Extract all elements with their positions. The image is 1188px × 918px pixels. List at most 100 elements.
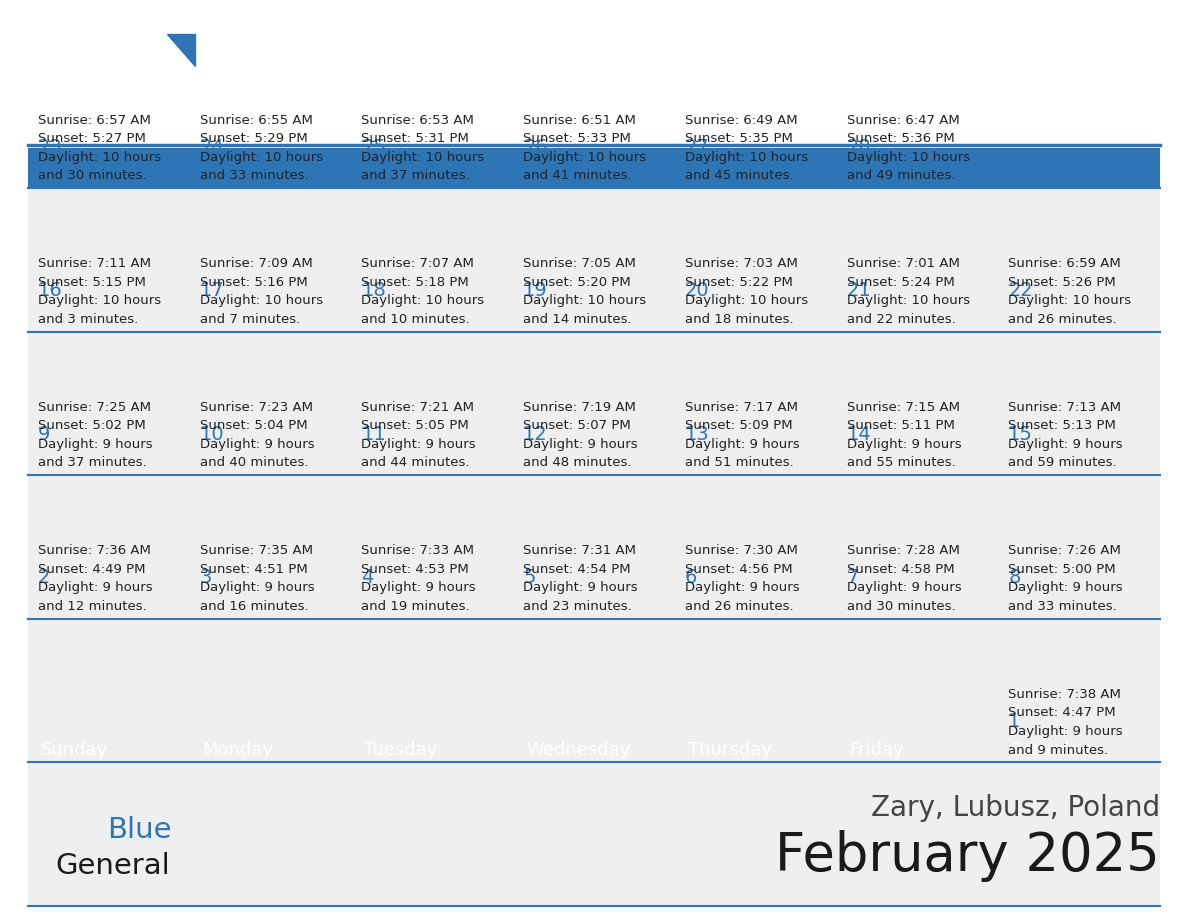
Text: 18: 18: [361, 281, 386, 300]
Text: 20: 20: [684, 281, 709, 300]
Text: 11: 11: [361, 425, 386, 443]
Text: 10: 10: [200, 425, 225, 443]
Text: Sunrise: 7:38 AM
Sunset: 4:47 PM
Daylight: 9 hours
and 9 minutes.: Sunrise: 7:38 AM Sunset: 4:47 PM Dayligh…: [1009, 688, 1123, 756]
Bar: [513, 188, 675, 331]
Text: 25: 25: [361, 138, 386, 157]
Bar: [998, 331, 1159, 476]
Text: 13: 13: [684, 425, 709, 443]
Bar: [836, 619, 998, 763]
Bar: [836, 331, 998, 476]
Text: 7: 7: [847, 568, 859, 588]
Text: 17: 17: [200, 281, 225, 300]
Text: Sunrise: 7:33 AM
Sunset: 4:53 PM
Daylight: 9 hours
and 19 minutes.: Sunrise: 7:33 AM Sunset: 4:53 PM Dayligh…: [361, 544, 476, 613]
Bar: [352, 331, 513, 476]
Text: Sunrise: 7:25 AM
Sunset: 5:02 PM
Daylight: 9 hours
and 37 minutes.: Sunrise: 7:25 AM Sunset: 5:02 PM Dayligh…: [38, 401, 152, 469]
Bar: [513, 619, 675, 763]
Text: Blue: Blue: [107, 816, 171, 844]
Bar: [190, 619, 352, 763]
Text: Wednesday: Wednesday: [526, 741, 631, 759]
Text: Sunrise: 7:07 AM
Sunset: 5:18 PM
Daylight: 10 hours
and 10 minutes.: Sunrise: 7:07 AM Sunset: 5:18 PM Dayligh…: [361, 257, 485, 326]
Text: 19: 19: [523, 281, 548, 300]
Text: 15: 15: [1009, 425, 1034, 443]
Bar: [836, 476, 998, 619]
Text: Sunrise: 7:23 AM
Sunset: 5:04 PM
Daylight: 9 hours
and 40 minutes.: Sunrise: 7:23 AM Sunset: 5:04 PM Dayligh…: [200, 401, 315, 469]
Text: Sunrise: 7:01 AM
Sunset: 5:24 PM
Daylight: 10 hours
and 22 minutes.: Sunrise: 7:01 AM Sunset: 5:24 PM Dayligh…: [847, 257, 969, 326]
Bar: [675, 619, 836, 763]
Bar: [29, 188, 190, 331]
Text: 23: 23: [38, 138, 63, 157]
Text: 22: 22: [1009, 281, 1034, 300]
Text: Sunrise: 6:59 AM
Sunset: 5:26 PM
Daylight: 10 hours
and 26 minutes.: Sunrise: 6:59 AM Sunset: 5:26 PM Dayligh…: [1009, 257, 1131, 326]
Text: 27: 27: [684, 138, 709, 157]
Text: Sunday: Sunday: [40, 741, 108, 759]
Text: Zary, Lubusz, Poland: Zary, Lubusz, Poland: [871, 794, 1159, 822]
Text: Tuesday: Tuesday: [365, 741, 437, 759]
Text: Sunrise: 7:03 AM
Sunset: 5:22 PM
Daylight: 10 hours
and 18 minutes.: Sunrise: 7:03 AM Sunset: 5:22 PM Dayligh…: [684, 257, 808, 326]
Text: 26: 26: [523, 138, 548, 157]
Text: Sunrise: 7:09 AM
Sunset: 5:16 PM
Daylight: 10 hours
and 7 minutes.: Sunrise: 7:09 AM Sunset: 5:16 PM Dayligh…: [200, 257, 323, 326]
Text: Friday: Friday: [849, 741, 904, 759]
Text: Sunrise: 7:30 AM
Sunset: 4:56 PM
Daylight: 9 hours
and 26 minutes.: Sunrise: 7:30 AM Sunset: 4:56 PM Dayligh…: [684, 544, 800, 613]
Text: Thursday: Thursday: [688, 741, 772, 759]
Text: Sunrise: 7:13 AM
Sunset: 5:13 PM
Daylight: 9 hours
and 59 minutes.: Sunrise: 7:13 AM Sunset: 5:13 PM Dayligh…: [1009, 401, 1123, 469]
Bar: [998, 763, 1159, 906]
Text: Sunrise: 7:21 AM
Sunset: 5:05 PM
Daylight: 9 hours
and 44 minutes.: Sunrise: 7:21 AM Sunset: 5:05 PM Dayligh…: [361, 401, 476, 469]
Bar: [675, 763, 836, 906]
Text: Saturday: Saturday: [1011, 741, 1092, 759]
Bar: [675, 476, 836, 619]
Text: Sunrise: 6:53 AM
Sunset: 5:31 PM
Daylight: 10 hours
and 37 minutes.: Sunrise: 6:53 AM Sunset: 5:31 PM Dayligh…: [361, 114, 485, 182]
Bar: [998, 476, 1159, 619]
Bar: [190, 331, 352, 476]
Text: 3: 3: [200, 568, 213, 588]
Bar: [29, 476, 190, 619]
Text: 21: 21: [847, 281, 871, 300]
Text: General: General: [55, 852, 170, 880]
Bar: [29, 331, 190, 476]
Text: 16: 16: [38, 281, 63, 300]
Bar: [352, 188, 513, 331]
Bar: [352, 763, 513, 906]
Text: 6: 6: [684, 568, 697, 588]
Text: Sunrise: 6:57 AM
Sunset: 5:27 PM
Daylight: 10 hours
and 30 minutes.: Sunrise: 6:57 AM Sunset: 5:27 PM Dayligh…: [38, 114, 162, 182]
Text: Sunrise: 7:19 AM
Sunset: 5:07 PM
Daylight: 9 hours
and 48 minutes.: Sunrise: 7:19 AM Sunset: 5:07 PM Dayligh…: [523, 401, 638, 469]
Bar: [836, 763, 998, 906]
Text: Sunrise: 7:36 AM
Sunset: 4:49 PM
Daylight: 9 hours
and 12 minutes.: Sunrise: 7:36 AM Sunset: 4:49 PM Dayligh…: [38, 544, 152, 613]
Bar: [190, 476, 352, 619]
Bar: [836, 188, 998, 331]
Bar: [675, 188, 836, 331]
Bar: [29, 619, 190, 763]
Text: Sunrise: 7:15 AM
Sunset: 5:11 PM
Daylight: 9 hours
and 55 minutes.: Sunrise: 7:15 AM Sunset: 5:11 PM Dayligh…: [847, 401, 961, 469]
Text: 24: 24: [200, 138, 225, 157]
Text: Sunrise: 7:35 AM
Sunset: 4:51 PM
Daylight: 9 hours
and 16 minutes.: Sunrise: 7:35 AM Sunset: 4:51 PM Dayligh…: [200, 544, 315, 613]
Text: Sunrise: 7:11 AM
Sunset: 5:15 PM
Daylight: 10 hours
and 3 minutes.: Sunrise: 7:11 AM Sunset: 5:15 PM Dayligh…: [38, 257, 162, 326]
Bar: [513, 331, 675, 476]
Text: 14: 14: [847, 425, 871, 443]
Text: Sunrise: 6:47 AM
Sunset: 5:36 PM
Daylight: 10 hours
and 49 minutes.: Sunrise: 6:47 AM Sunset: 5:36 PM Dayligh…: [847, 114, 969, 182]
Text: Sunrise: 6:55 AM
Sunset: 5:29 PM
Daylight: 10 hours
and 33 minutes.: Sunrise: 6:55 AM Sunset: 5:29 PM Dayligh…: [200, 114, 323, 182]
Bar: [190, 763, 352, 906]
Bar: [352, 619, 513, 763]
Text: Sunrise: 7:17 AM
Sunset: 5:09 PM
Daylight: 9 hours
and 51 minutes.: Sunrise: 7:17 AM Sunset: 5:09 PM Dayligh…: [684, 401, 800, 469]
Text: 9: 9: [38, 425, 50, 443]
Polygon shape: [168, 34, 195, 66]
Text: Sunrise: 6:51 AM
Sunset: 5:33 PM
Daylight: 10 hours
and 41 minutes.: Sunrise: 6:51 AM Sunset: 5:33 PM Dayligh…: [523, 114, 646, 182]
Text: 4: 4: [361, 568, 374, 588]
Text: Sunrise: 7:28 AM
Sunset: 4:58 PM
Daylight: 9 hours
and 30 minutes.: Sunrise: 7:28 AM Sunset: 4:58 PM Dayligh…: [847, 544, 961, 613]
Text: 5: 5: [523, 568, 536, 588]
Text: 28: 28: [847, 138, 871, 157]
Bar: [29, 763, 190, 906]
Bar: [513, 763, 675, 906]
Text: 12: 12: [523, 425, 548, 443]
Bar: [352, 476, 513, 619]
Text: Sunrise: 7:26 AM
Sunset: 5:00 PM
Daylight: 9 hours
and 33 minutes.: Sunrise: 7:26 AM Sunset: 5:00 PM Dayligh…: [1009, 544, 1123, 613]
Bar: [998, 619, 1159, 763]
Bar: [190, 188, 352, 331]
Text: 2: 2: [38, 568, 50, 588]
Text: Sunrise: 6:49 AM
Sunset: 5:35 PM
Daylight: 10 hours
and 45 minutes.: Sunrise: 6:49 AM Sunset: 5:35 PM Dayligh…: [684, 114, 808, 182]
Text: 1: 1: [1009, 712, 1020, 731]
Bar: [29, 148, 1159, 188]
Text: Monday: Monday: [203, 741, 273, 759]
Text: Sunrise: 7:31 AM
Sunset: 4:54 PM
Daylight: 9 hours
and 23 minutes.: Sunrise: 7:31 AM Sunset: 4:54 PM Dayligh…: [523, 544, 638, 613]
Text: February 2025: February 2025: [776, 830, 1159, 882]
Bar: [675, 331, 836, 476]
